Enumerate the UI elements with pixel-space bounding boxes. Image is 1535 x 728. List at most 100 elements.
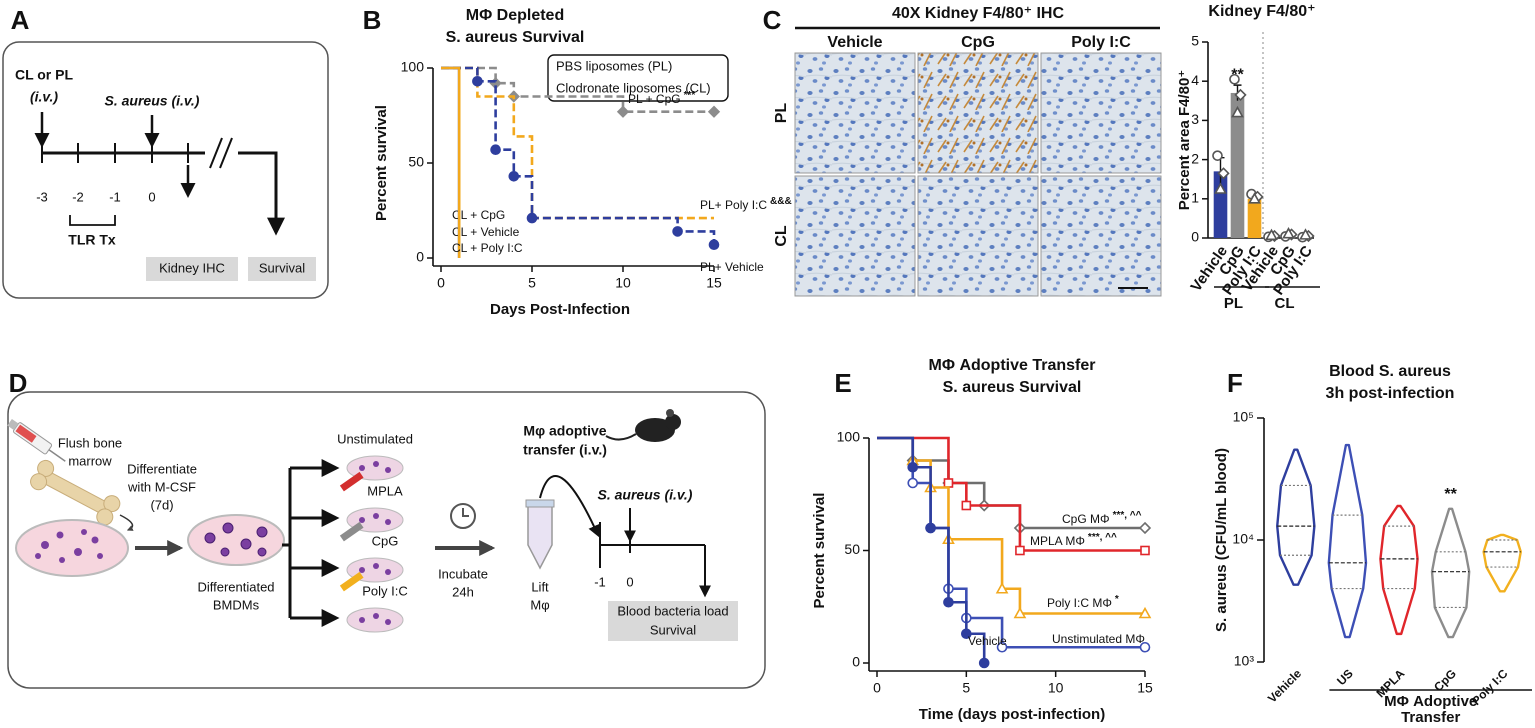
bracket	[69, 215, 116, 226]
x-tick-label: 10	[615, 275, 631, 291]
y-tick-label: 100	[837, 429, 861, 445]
step-label: Mφ adoptive	[523, 423, 606, 439]
y-tick-label: 10⁵	[1233, 409, 1254, 425]
marker	[1234, 88, 1247, 102]
y-axis-label: Percent survival	[373, 105, 390, 221]
ihc-title: 40X Kidney F4/80⁺ IHC	[892, 5, 1065, 22]
series-name: PL+ Vehicle	[700, 260, 764, 274]
day-label: -3	[36, 189, 48, 204]
dish	[187, 514, 285, 566]
marker	[1265, 228, 1278, 241]
readout-box	[608, 601, 738, 641]
panel-d-frame	[7, 391, 766, 689]
panel-label: D	[9, 368, 28, 398]
ihc-column-label: CpG	[961, 34, 995, 51]
x-tick-label: 5	[528, 275, 536, 291]
ihc-image	[917, 175, 1039, 297]
y-tick-label: 4	[1191, 72, 1199, 88]
x-axis-label: Days Post-Infection	[490, 301, 630, 318]
chart-title: Kidney F4/80⁺	[1208, 3, 1315, 20]
survival-arrow	[238, 151, 285, 236]
marker	[1231, 105, 1244, 118]
ihc-column-label: Vehicle	[827, 34, 882, 51]
series-name: Unstimulated MΦ	[1052, 632, 1145, 646]
panel-d-diagram	[7, 391, 766, 689]
group-label: PL	[1224, 295, 1243, 312]
marker	[1138, 606, 1152, 619]
infection-label: S. aureus (i.v.)	[105, 93, 200, 109]
step-label: Mφ	[530, 597, 549, 612]
legend-text: Clodronate liposomes (CL)	[556, 80, 711, 95]
significance: ***, ^^	[1088, 532, 1117, 543]
step-label: Lift	[531, 579, 549, 594]
marker	[995, 582, 1009, 594]
stimulus-label: Unstimulated	[337, 431, 413, 446]
y-tick-label: 1	[1191, 190, 1199, 206]
x-tick-label: 15	[706, 275, 722, 291]
y-tick-label: 0	[852, 654, 860, 670]
chart-title: MΦ Adoptive Transfer	[929, 357, 1096, 374]
y-axis-label: S. aureus (CFU/mL blood)	[1213, 448, 1230, 632]
ihc-image	[1040, 52, 1162, 174]
group-label: CL	[1275, 295, 1295, 312]
marker	[1229, 73, 1240, 85]
y-tick-label: 50	[408, 154, 424, 170]
marker	[616, 105, 630, 118]
survival-curve	[877, 436, 986, 663]
significance: ***	[684, 90, 696, 101]
series-name: CpG MΦ	[1062, 512, 1110, 526]
day-label: -2	[72, 189, 84, 204]
stimulus-label: MPLA	[367, 483, 403, 498]
marker	[1138, 521, 1152, 535]
mouse	[605, 409, 681, 442]
infection-label: S. aureus (i.v.)	[598, 487, 693, 503]
series-label: CL + CpG	[452, 208, 505, 222]
bar	[1247, 198, 1262, 238]
marker	[526, 212, 538, 224]
ihc-row-label: CL	[773, 225, 790, 247]
y-tick-label: 5	[1191, 33, 1199, 49]
bar	[1213, 171, 1228, 238]
ihc-image	[917, 52, 1039, 174]
series-name: CL + Vehicle	[452, 225, 520, 239]
x-tick-label: 5	[962, 680, 970, 696]
dish	[15, 519, 129, 577]
marker	[1299, 228, 1312, 240]
marker	[1139, 641, 1151, 653]
x-tick-label: 10	[1048, 680, 1064, 696]
x-tick-label: US	[1334, 666, 1356, 688]
chart-title: 3h post-infection	[1326, 385, 1455, 402]
day-label: 0	[626, 574, 633, 589]
series-name: Vehicle	[968, 634, 1007, 648]
y-axis-label: Percent survival	[811, 493, 828, 609]
marker	[961, 628, 972, 640]
chart-title: S. aureus Survival	[446, 29, 585, 46]
day-label: -1	[109, 189, 121, 204]
readout-box	[146, 257, 238, 281]
ihc-column-label: Poly I:C	[1071, 34, 1131, 51]
violin	[1482, 533, 1522, 593]
bone	[30, 459, 121, 526]
violin	[1430, 507, 1471, 639]
tube	[525, 499, 555, 570]
panel-label: A	[11, 5, 30, 35]
series-label: PL + CpG ***	[628, 90, 695, 107]
readout-label: Survival	[259, 260, 305, 275]
stimulus-label: Poly I:C	[362, 583, 408, 598]
step-label: marrow	[68, 453, 112, 468]
x-tick-label: Vehicle	[1265, 666, 1304, 705]
step-label: with M-CSF	[127, 479, 196, 494]
marker	[707, 105, 721, 118]
step-label: Differentiated	[197, 579, 274, 594]
ihc-row-label: PL	[773, 103, 790, 124]
series-label: Unstimulated MΦ	[1052, 632, 1145, 646]
step-label: (7d)	[150, 497, 173, 512]
series-label: PL+ Poly I:C &&&	[700, 196, 792, 213]
marker	[1248, 192, 1261, 204]
pipettes	[339, 471, 364, 592]
marker	[708, 239, 720, 250]
x-tick-label: 0	[437, 275, 445, 291]
panel-a-diagram	[2, 41, 329, 299]
marker	[472, 76, 483, 87]
